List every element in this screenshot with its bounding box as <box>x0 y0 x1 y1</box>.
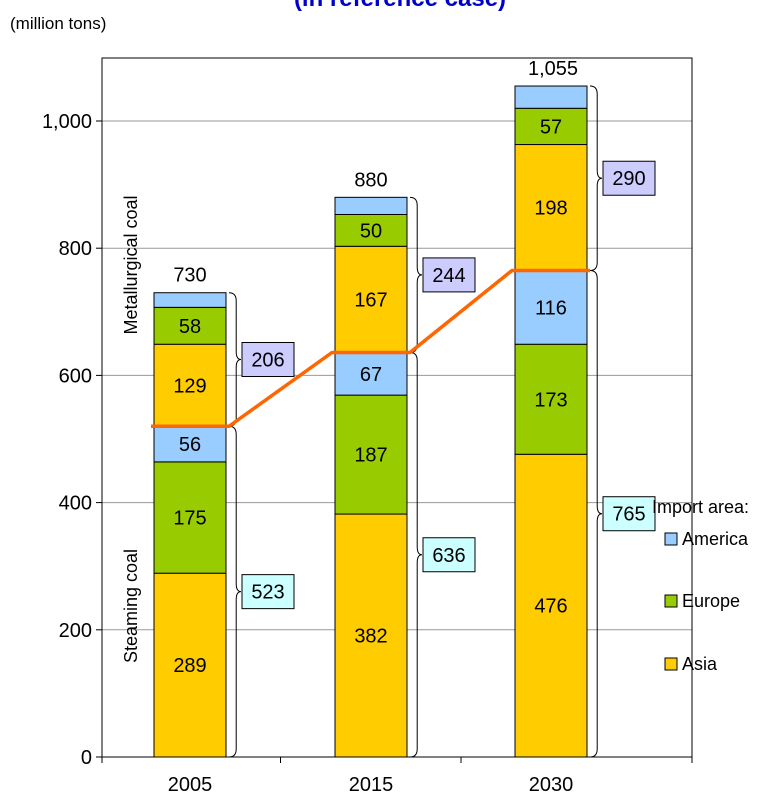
bar-segment <box>514 453 588 758</box>
metallurgical-coal-brace <box>409 196 423 354</box>
y-tick-label: 600 <box>59 365 92 387</box>
y-tick-label: 0 <box>81 747 92 769</box>
y-tick-label: 1,000 <box>42 111 92 133</box>
total-label: 1,055 <box>528 58 578 80</box>
segment-label: 382 <box>354 626 387 648</box>
segment-label: 476 <box>534 596 567 618</box>
steaming-coal-brace <box>409 352 423 758</box>
bar-segment <box>153 461 227 574</box>
segment-label: 67 <box>360 364 382 386</box>
segment-label: 175 <box>173 508 206 530</box>
segment-label: 173 <box>534 389 567 411</box>
segment-label: 187 <box>354 445 387 467</box>
legend-title: Import area: <box>652 497 749 517</box>
legend-item-label: Asia <box>682 654 718 674</box>
axes: 0 200 400 600 800 1,000 2005 2015 2030 <box>42 111 693 796</box>
steaming-coal-total-box-label: 765 <box>612 504 645 526</box>
trend-line <box>151 268 590 429</box>
legend-swatch <box>664 594 678 608</box>
steaming-coal-total-box-label: 636 <box>432 545 465 567</box>
bar-segment <box>334 352 408 396</box>
x-tick-label: 2005 <box>168 774 213 796</box>
legend-item-label: America <box>682 529 749 549</box>
segment-label: 198 <box>534 197 567 219</box>
bar-segment <box>153 343 227 427</box>
x-tick-label: 2030 <box>529 774 574 796</box>
metallurgical-coal-total-box-label: 244 <box>432 265 465 287</box>
segment-label: 50 <box>360 220 382 242</box>
y-tick-label: 200 <box>59 620 92 642</box>
bar-segment <box>334 245 408 354</box>
y-tick-label: 800 <box>59 238 92 260</box>
total-label: 730 <box>173 265 206 287</box>
segment-label: 129 <box>173 375 206 397</box>
steaming-coal-brace <box>228 425 242 758</box>
segment-label: 56 <box>179 434 201 456</box>
metallurgical-coal-label: Metallurgical coal <box>121 195 141 334</box>
bar-segment <box>334 513 408 758</box>
steaming-metallurgical-boundary-line <box>151 268 590 429</box>
bar-segment <box>514 144 588 271</box>
bar-segment <box>334 394 408 515</box>
metallurgical-coal-brace <box>589 85 603 271</box>
bars <box>153 85 588 758</box>
bar-segment <box>514 343 588 455</box>
legend-swatch <box>664 657 678 671</box>
bar-segment <box>153 425 227 463</box>
bar-segment <box>514 85 588 109</box>
bar-segment <box>334 196 408 215</box>
y-tick-label: 400 <box>59 493 92 515</box>
steaming-coal-total-box <box>422 537 476 573</box>
steaming-coal-total-box-label: 523 <box>251 582 284 604</box>
steaming-coal-total-box <box>241 574 295 610</box>
x-tick-label: 2015 <box>349 774 394 796</box>
metallurgical-coal-total-box <box>602 160 656 196</box>
y-axis-unit: (million tons) <box>10 14 106 33</box>
segment-label: 167 <box>354 289 387 311</box>
segment-label: 289 <box>173 655 206 677</box>
steaming-coal-brace <box>589 269 603 758</box>
brackets: 523 206 636 244 765 290 <box>228 85 656 758</box>
chart-title: (in reference case) <box>294 0 506 12</box>
legend: Import area: America Europe Asia <box>652 497 749 674</box>
labels: 289 175 56 129 58 730 382 187 67 167 50 880 476 173 11… <box>121 58 578 677</box>
metallurgical-coal-brace <box>228 292 242 427</box>
legend-item-label: Europe <box>682 591 740 611</box>
legend-swatch <box>664 532 678 546</box>
total-label: 880 <box>354 169 387 191</box>
segment-label: 57 <box>540 116 562 138</box>
bar-segment <box>153 306 227 345</box>
segment-label: 58 <box>179 316 201 338</box>
metallurgical-coal-total-box-label: 290 <box>612 168 645 190</box>
steaming-coal-total-box <box>602 496 656 532</box>
metallurgical-coal-total-box-label: 206 <box>251 350 284 372</box>
steaming-coal-label: Steaming coal <box>121 549 141 663</box>
metallurgical-coal-total-box <box>422 257 476 293</box>
segment-label: 116 <box>535 297 567 319</box>
metallurgical-coal-total-box <box>241 342 295 377</box>
bar-segment <box>153 292 227 308</box>
